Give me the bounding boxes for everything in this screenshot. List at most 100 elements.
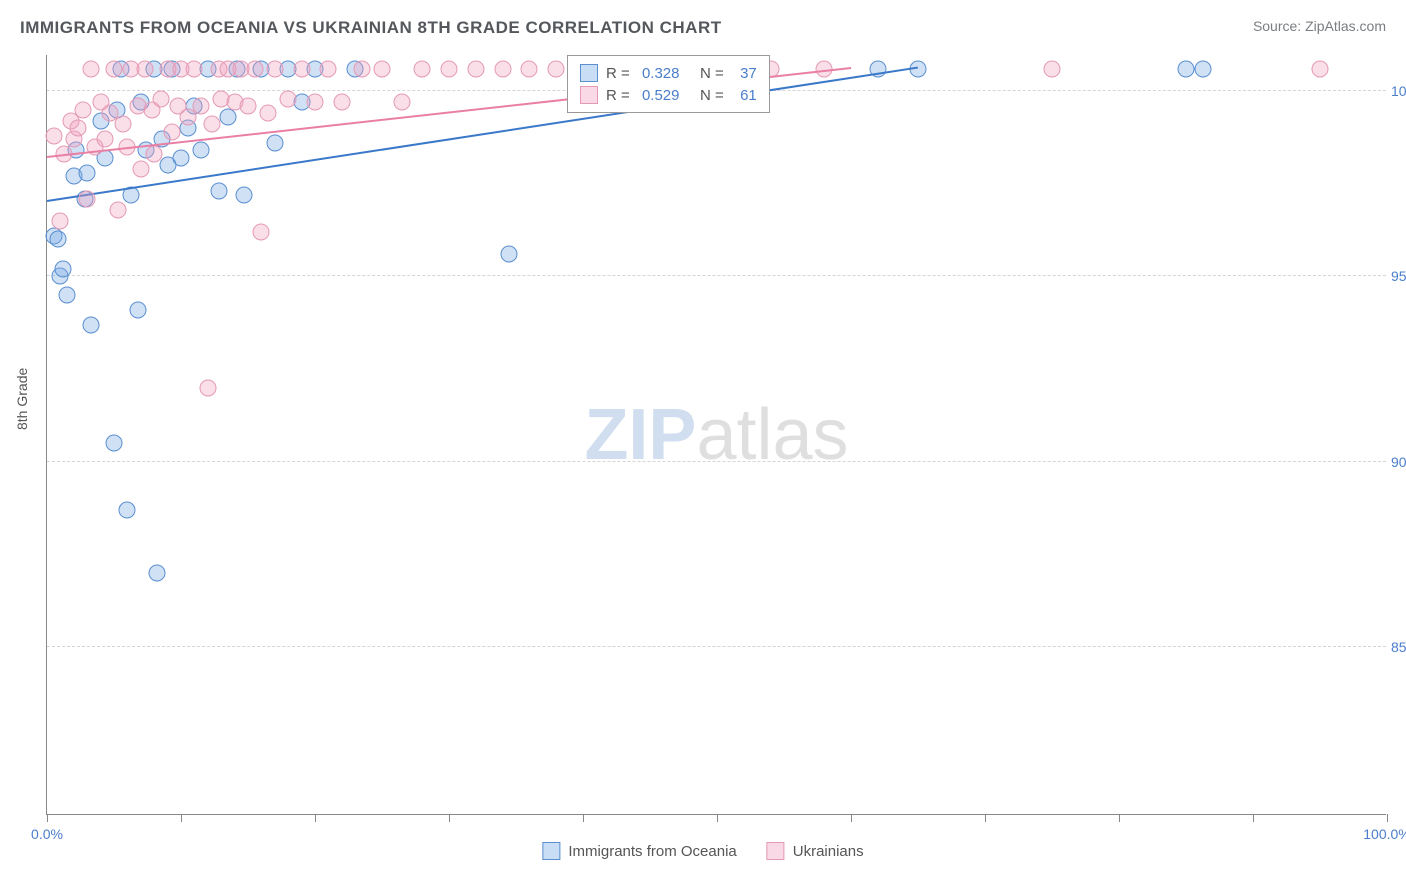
data-point bbox=[414, 60, 431, 77]
x-tick bbox=[1119, 814, 1120, 822]
data-point bbox=[333, 94, 350, 111]
r-value: 0.328 bbox=[642, 65, 680, 82]
data-point bbox=[1312, 60, 1329, 77]
x-tick bbox=[851, 814, 852, 822]
data-point bbox=[186, 60, 203, 77]
data-point bbox=[79, 164, 96, 181]
x-tick bbox=[985, 814, 986, 822]
correlation-legend: R = 0.328 N = 37R = 0.529 N = 61 bbox=[567, 55, 770, 113]
data-point bbox=[52, 212, 69, 229]
title-bar: IMMIGRANTS FROM OCEANIA VS UKRAINIAN 8TH… bbox=[0, 0, 1406, 48]
swatch-icon bbox=[580, 86, 598, 104]
data-point bbox=[521, 60, 538, 77]
correlation-row: R = 0.529 N = 61 bbox=[580, 84, 757, 106]
data-point bbox=[45, 127, 62, 144]
data-point bbox=[69, 120, 86, 137]
gridline bbox=[47, 275, 1386, 276]
n-label: N = bbox=[687, 65, 732, 82]
y-tick-label: 95.0% bbox=[1391, 268, 1406, 284]
x-tick bbox=[583, 814, 584, 822]
data-point bbox=[119, 502, 136, 519]
watermark-part2: atlas bbox=[696, 395, 848, 475]
data-point bbox=[1195, 60, 1212, 77]
data-point bbox=[193, 142, 210, 159]
data-point bbox=[494, 60, 511, 77]
data-point bbox=[1178, 60, 1195, 77]
data-point bbox=[110, 201, 127, 218]
data-point bbox=[55, 261, 72, 278]
n-value: 61 bbox=[740, 87, 757, 104]
x-tick-label-right: 100.0% bbox=[1363, 826, 1406, 842]
data-point bbox=[136, 60, 153, 77]
data-point bbox=[132, 160, 149, 177]
data-point bbox=[148, 565, 165, 582]
source-attribution: Source: ZipAtlas.com bbox=[1253, 18, 1386, 34]
data-point bbox=[130, 301, 147, 318]
data-point bbox=[307, 94, 324, 111]
r-value: 0.529 bbox=[642, 87, 680, 104]
x-tick bbox=[47, 814, 48, 822]
chart-title: IMMIGRANTS FROM OCEANIA VS UKRAINIAN 8TH… bbox=[20, 18, 722, 38]
data-point bbox=[548, 60, 565, 77]
data-point bbox=[83, 60, 100, 77]
r-label: R = bbox=[606, 65, 634, 82]
data-point bbox=[253, 223, 270, 240]
data-point bbox=[219, 109, 236, 126]
gridline bbox=[47, 461, 1386, 462]
gridline bbox=[47, 646, 1386, 647]
y-axis-label: 8th Grade bbox=[14, 368, 30, 430]
watermark: ZIPatlas bbox=[584, 394, 848, 476]
swatch-icon bbox=[580, 64, 598, 82]
data-point bbox=[1044, 60, 1061, 77]
x-tick bbox=[717, 814, 718, 822]
data-point bbox=[353, 60, 370, 77]
bottom-legend: Immigrants from Oceania Ukrainians bbox=[542, 842, 863, 860]
y-tick-label: 90.0% bbox=[1391, 454, 1406, 470]
data-point bbox=[79, 190, 96, 207]
x-tick-label-left: 0.0% bbox=[31, 826, 63, 842]
data-point bbox=[246, 60, 263, 77]
data-point bbox=[441, 60, 458, 77]
data-point bbox=[374, 60, 391, 77]
data-point bbox=[146, 146, 163, 163]
data-point bbox=[235, 186, 252, 203]
data-point bbox=[193, 97, 210, 114]
data-point bbox=[199, 379, 216, 396]
data-point bbox=[293, 60, 310, 77]
legend-item-ukrainians: Ukrainians bbox=[767, 842, 864, 860]
data-point bbox=[501, 246, 518, 263]
data-point bbox=[75, 101, 92, 118]
data-point bbox=[467, 60, 484, 77]
data-point bbox=[83, 316, 100, 333]
data-point bbox=[320, 60, 337, 77]
data-point bbox=[59, 286, 76, 303]
data-point bbox=[106, 435, 123, 452]
scatter-plot: ZIPatlas 85.0%90.0%95.0%100.0%0.0%100.0%… bbox=[46, 55, 1386, 815]
n-label: N = bbox=[687, 87, 732, 104]
data-point bbox=[260, 105, 277, 122]
swatch-blue-icon bbox=[542, 842, 560, 860]
x-tick bbox=[1253, 814, 1254, 822]
legend-label-ukrainians: Ukrainians bbox=[793, 843, 864, 860]
x-tick bbox=[449, 814, 450, 822]
data-point bbox=[115, 116, 132, 133]
data-point bbox=[173, 149, 190, 166]
correlation-row: R = 0.328 N = 37 bbox=[580, 62, 757, 84]
data-point bbox=[266, 60, 283, 77]
data-point bbox=[394, 94, 411, 111]
data-point bbox=[210, 183, 227, 200]
data-point bbox=[266, 134, 283, 151]
n-value: 37 bbox=[740, 65, 757, 82]
y-tick-label: 100.0% bbox=[1391, 83, 1406, 99]
swatch-pink-icon bbox=[767, 842, 785, 860]
x-tick bbox=[315, 814, 316, 822]
data-point bbox=[280, 90, 297, 107]
data-point bbox=[240, 97, 257, 114]
data-point bbox=[106, 60, 123, 77]
data-point bbox=[49, 231, 66, 248]
data-point bbox=[96, 131, 113, 148]
watermark-part1: ZIP bbox=[584, 395, 696, 475]
data-point bbox=[152, 90, 169, 107]
x-tick bbox=[1387, 814, 1388, 822]
data-point bbox=[203, 116, 220, 133]
